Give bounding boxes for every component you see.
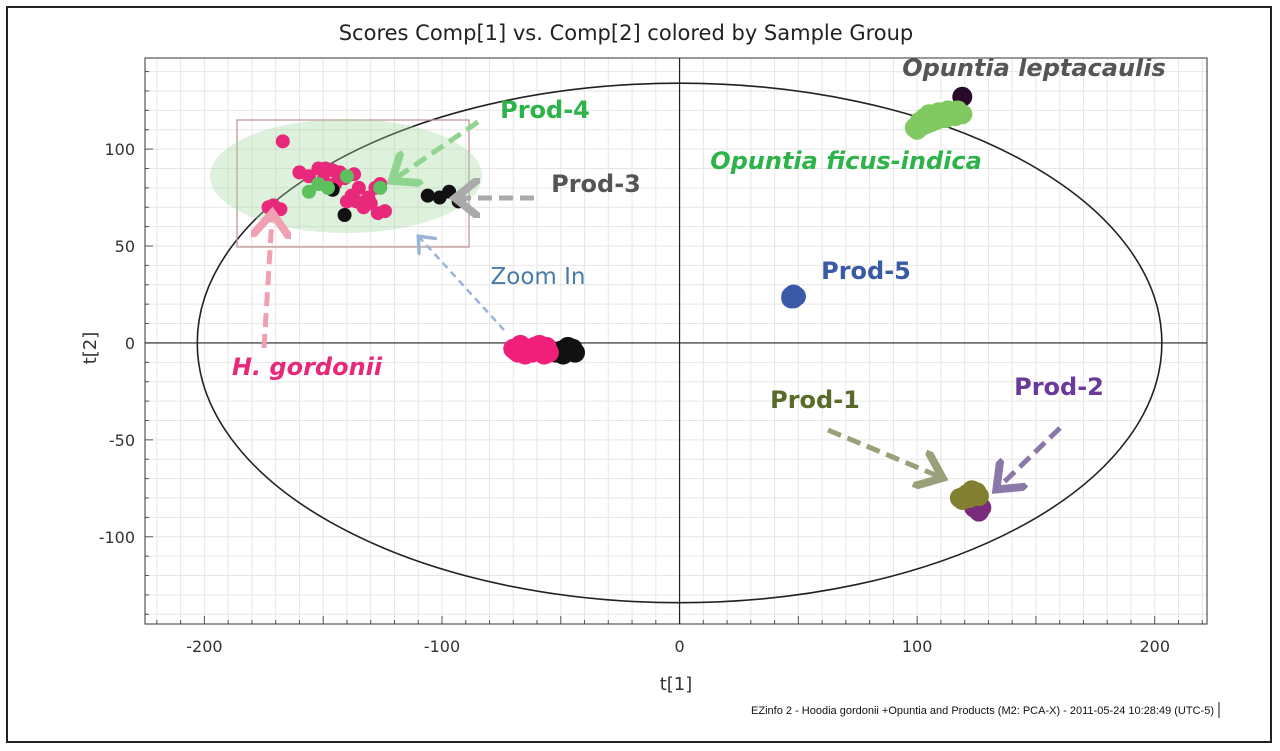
x-tick-label: 100	[902, 637, 933, 656]
prod2-arrow	[1000, 426, 1062, 486]
zero-axes	[145, 58, 1207, 624]
prod4-arrow	[396, 119, 480, 178]
score-point	[529, 334, 550, 355]
label-opuntia-leptacaulis: Opuntia leptacaulis	[902, 54, 1166, 82]
prod1-arrow	[827, 427, 938, 476]
x-axis-label: t[1]	[660, 674, 693, 695]
grid-lines	[145, 58, 1207, 624]
score-point	[273, 202, 288, 217]
score-point	[420, 188, 435, 203]
score-point	[339, 169, 354, 184]
y-tick-label: 0	[125, 334, 135, 353]
score-point	[337, 208, 352, 223]
score-point	[952, 489, 973, 510]
zoom-in-arrow	[420, 238, 505, 331]
plot-area-border	[144, 57, 1208, 625]
x-tick-label: -200	[186, 637, 222, 656]
tick-labels: -200 -100 0 100 200 -100 -50 0 50 100	[99, 140, 1170, 656]
score-point	[940, 104, 961, 125]
x-tick-label: 0	[674, 637, 684, 656]
y-tick-label: -100	[99, 528, 135, 547]
label-prod-3: Prod-3	[551, 170, 641, 198]
label-opuntia-ficus-indica: Opuntia ficus-indica	[710, 147, 982, 175]
score-point	[275, 134, 290, 149]
score-points	[261, 86, 992, 522]
x-tick-label: 200	[1139, 637, 1170, 656]
y-tick-label: -50	[109, 431, 135, 450]
score-point	[781, 288, 802, 309]
score-point	[373, 180, 388, 195]
score-point	[363, 196, 378, 211]
score-point	[370, 206, 385, 221]
label-zoom-in: Zoom In	[491, 264, 586, 290]
h-gordonii-arrow	[264, 218, 272, 349]
score-point	[351, 180, 366, 195]
x-tick-label: -100	[424, 637, 460, 656]
label-h-gordonii: H. gordonii	[232, 353, 383, 381]
y-tick-label: 100	[104, 140, 135, 159]
label-prod-5: Prod-5	[821, 257, 911, 285]
footer-caption: EZinfo 2 - Hoodia gordonii +Opuntia and …	[751, 705, 1214, 717]
figure-frame	[6, 6, 1272, 743]
chart-title: Scores Comp[1] vs. Comp[2] colored by Sa…	[339, 21, 914, 45]
label-prod-1: Prod-1	[770, 386, 860, 414]
score-point	[339, 194, 354, 209]
score-point	[562, 338, 583, 359]
y-axis-label: t[2]	[80, 332, 101, 365]
score-point	[301, 184, 316, 199]
label-prod-4: Prod-4	[500, 96, 590, 124]
score-point	[301, 169, 316, 184]
y-tick-label: 50	[115, 237, 135, 256]
score-point	[320, 180, 335, 195]
hotelling-t2-ellipse	[196, 82, 1163, 604]
minor-ticks	[145, 71, 1203, 624]
label-prod-2: Prod-2	[1014, 373, 1104, 401]
